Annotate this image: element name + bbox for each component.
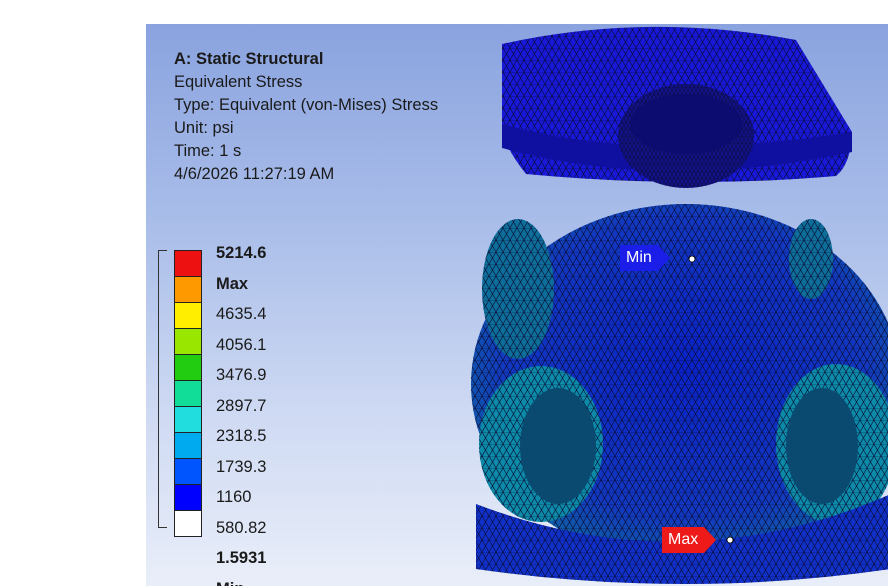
- legend-level: 580.82: [216, 518, 267, 537]
- legend-level: 3476.9: [216, 366, 267, 384]
- legend-color-swatch: [174, 276, 202, 302]
- legend-level: 4056.1: [216, 335, 267, 354]
- mesh-model[interactable]: [146, 24, 888, 586]
- legend-color-swatch: [174, 380, 202, 406]
- min-probe-tag[interactable]: Min: [620, 245, 670, 271]
- result-type: Type: Equivalent (von-Mises) Stress: [174, 96, 439, 114]
- analysis-title: A: Static Structural: [174, 50, 324, 68]
- graphics-viewport[interactable]: A: Static Structural Equivalent Stress T…: [146, 24, 888, 586]
- legend-color-swatch: [174, 302, 202, 328]
- legend-labels: 5214.6 Max 4635.4 4056.1 3476.9 2897.7 2…: [216, 238, 266, 586]
- legend-color-swatch: [174, 510, 202, 537]
- result-name: Equivalent Stress: [174, 73, 303, 91]
- legend-color-swatch: [174, 354, 202, 380]
- legend-color-swatch: [174, 484, 202, 510]
- legend-level: 1160: [216, 488, 252, 506]
- legend-bracket: [158, 250, 167, 528]
- legend-level: 1739.3: [216, 457, 267, 476]
- max-probe-tag[interactable]: Max: [662, 527, 717, 553]
- result-info: A: Static Structural Equivalent Stress T…: [174, 48, 438, 186]
- legend-level: 4635.4: [216, 305, 267, 323]
- legend-max-label[interactable]: 5214.6 Max: [216, 244, 267, 293]
- result-unit: Unit: psi: [174, 119, 234, 137]
- legend-level: 2318.5: [216, 427, 267, 445]
- legend-color-swatch: [174, 432, 202, 458]
- legend-color-swatch: [174, 458, 202, 484]
- legend-color-swatch: [174, 250, 202, 276]
- legend-color-swatch: [174, 328, 202, 354]
- legend-level: 2897.7: [216, 396, 267, 415]
- legend-color-swatch: [174, 406, 202, 432]
- result-time: Time: 1 s: [174, 142, 242, 160]
- legend-min-label[interactable]: 1.5931 Min: [216, 549, 267, 586]
- result-timestamp: 4/6/2026 11:27:19 AM: [174, 165, 335, 183]
- legend-color-bar: [174, 250, 202, 537]
